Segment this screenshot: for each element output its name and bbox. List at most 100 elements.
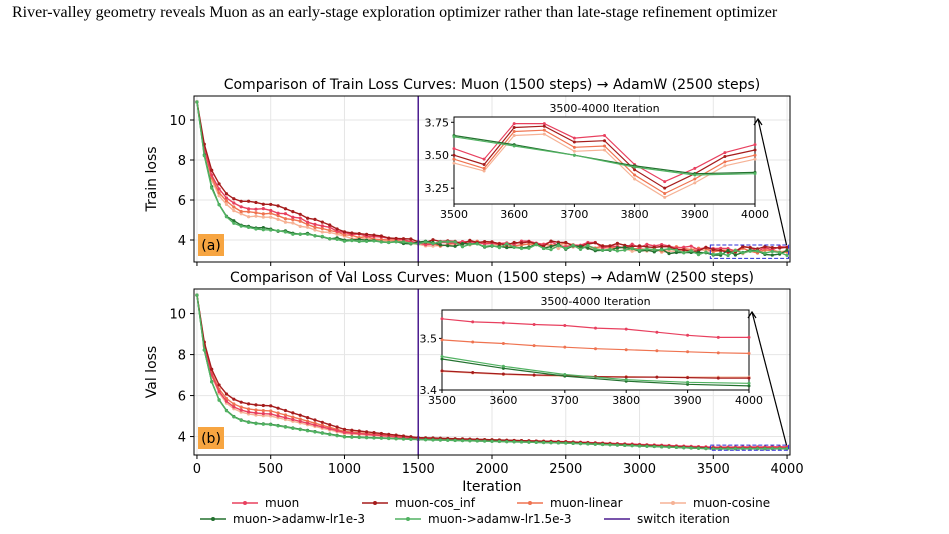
series-point <box>261 215 265 219</box>
inset-series-point <box>686 350 690 354</box>
series-point <box>755 447 760 451</box>
series-point <box>578 247 583 251</box>
series-point <box>586 442 590 446</box>
zoom-connector-line <box>757 118 788 246</box>
series-point <box>210 367 214 371</box>
series-point <box>682 245 686 249</box>
series-point <box>490 240 494 244</box>
x-axis-label: Iteration <box>462 479 521 495</box>
zoom-region-box <box>709 444 790 451</box>
series-point <box>232 201 236 205</box>
series-point <box>770 253 774 257</box>
series-point <box>379 431 383 436</box>
series-point <box>291 215 295 219</box>
series-point <box>305 216 310 220</box>
series-point <box>667 445 671 449</box>
inset-series-line <box>453 134 756 175</box>
series-point <box>630 249 634 253</box>
series-point <box>468 238 472 242</box>
series-point <box>210 168 214 172</box>
inset-series-point <box>603 139 606 143</box>
series-point <box>328 223 332 227</box>
series-point <box>630 444 634 448</box>
inset-series-point <box>482 162 486 166</box>
x-tick-label: 2500 <box>549 462 582 477</box>
series-point <box>409 435 413 439</box>
series-point <box>320 431 324 435</box>
series-point <box>276 414 280 418</box>
series-point <box>401 240 406 244</box>
series-point <box>623 245 627 249</box>
series-point <box>660 244 664 249</box>
series-point <box>365 239 369 244</box>
series-point <box>424 240 428 244</box>
series-point <box>261 228 265 232</box>
legend-label: muon <box>265 496 299 510</box>
series-point <box>608 247 612 251</box>
series-point <box>217 191 221 195</box>
series-point <box>210 380 214 384</box>
inset-series-point <box>452 157 456 161</box>
inset-series-point <box>753 148 757 152</box>
series-point <box>542 244 546 248</box>
series-point <box>483 242 487 246</box>
series-point <box>372 233 376 237</box>
series-point <box>217 203 221 207</box>
inset-series-point <box>532 373 536 377</box>
series-point <box>733 253 738 257</box>
inset-series-point <box>542 132 546 136</box>
series-point <box>490 243 494 248</box>
series-point <box>283 425 288 429</box>
x-tick-label: 3000 <box>623 462 656 477</box>
series-point <box>674 445 679 450</box>
series-point <box>313 225 317 229</box>
series-point <box>534 243 538 247</box>
series-point <box>269 228 273 232</box>
series-point <box>763 251 767 255</box>
inset-series-point <box>482 157 486 161</box>
series-point <box>431 238 435 242</box>
series-point <box>505 440 509 444</box>
series-point <box>689 244 693 248</box>
series-point <box>387 236 391 240</box>
series-point <box>741 447 745 451</box>
series-point <box>733 248 738 252</box>
zoom-region-box <box>709 244 790 259</box>
series-point <box>748 447 752 451</box>
series-point <box>276 424 280 428</box>
series-point <box>239 405 243 409</box>
series-point <box>261 408 265 413</box>
series-point <box>232 397 236 401</box>
series-point <box>357 435 361 440</box>
series-point <box>497 439 501 444</box>
inset-series-point <box>512 126 516 130</box>
inset-series-point <box>512 122 516 126</box>
inset-series-point <box>440 338 444 342</box>
legend-label: muon->adamw-lr1e-3 <box>233 512 365 526</box>
series-point <box>696 253 701 257</box>
inset-panel: 3500-4000 Iteration 3500 3600 3700 3800 3900 4… <box>420 295 764 407</box>
series-point <box>778 250 782 254</box>
series-point <box>615 241 619 245</box>
series-point <box>335 227 339 231</box>
series-point <box>379 436 383 440</box>
series-point <box>394 433 398 437</box>
series-point <box>726 253 730 258</box>
series-point <box>733 447 738 451</box>
series-point <box>291 221 295 225</box>
series-point <box>379 234 383 238</box>
inset-series-point <box>693 177 697 181</box>
series-point <box>291 210 295 214</box>
series-point <box>601 442 605 447</box>
series-point <box>571 441 575 445</box>
inset-series-point <box>633 173 637 177</box>
series-point <box>291 417 295 422</box>
series-point <box>224 202 229 206</box>
series-point <box>711 252 715 256</box>
inset-series-point <box>501 366 505 370</box>
series-point <box>239 400 243 404</box>
legend-marker <box>671 501 675 505</box>
series-point <box>283 416 288 420</box>
legend-marker <box>243 501 247 505</box>
zoom-connector-line <box>751 311 788 446</box>
